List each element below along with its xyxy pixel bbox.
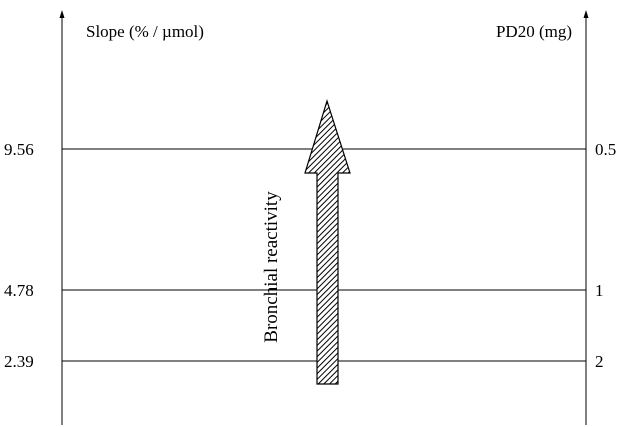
left-tick-label: 9.56	[4, 140, 34, 159]
bronchial-reactivity-arrow	[304, 98, 351, 385]
left-axis-title: Slope (% / µmol)	[86, 22, 204, 41]
left-tick-label: 4.78	[4, 281, 34, 300]
right-axis-title: PD20 (mg)	[496, 22, 572, 41]
right-tick-label: 1	[595, 281, 604, 300]
right-axis-arrowhead	[583, 10, 589, 18]
left-axis-arrowhead	[59, 10, 65, 18]
arrow-label: Bronchial reactivity	[261, 191, 282, 343]
right-tick-label: 2	[595, 352, 604, 371]
right-tick-label: 0.5	[595, 140, 616, 159]
left-tick-label: 2.39	[4, 352, 34, 371]
